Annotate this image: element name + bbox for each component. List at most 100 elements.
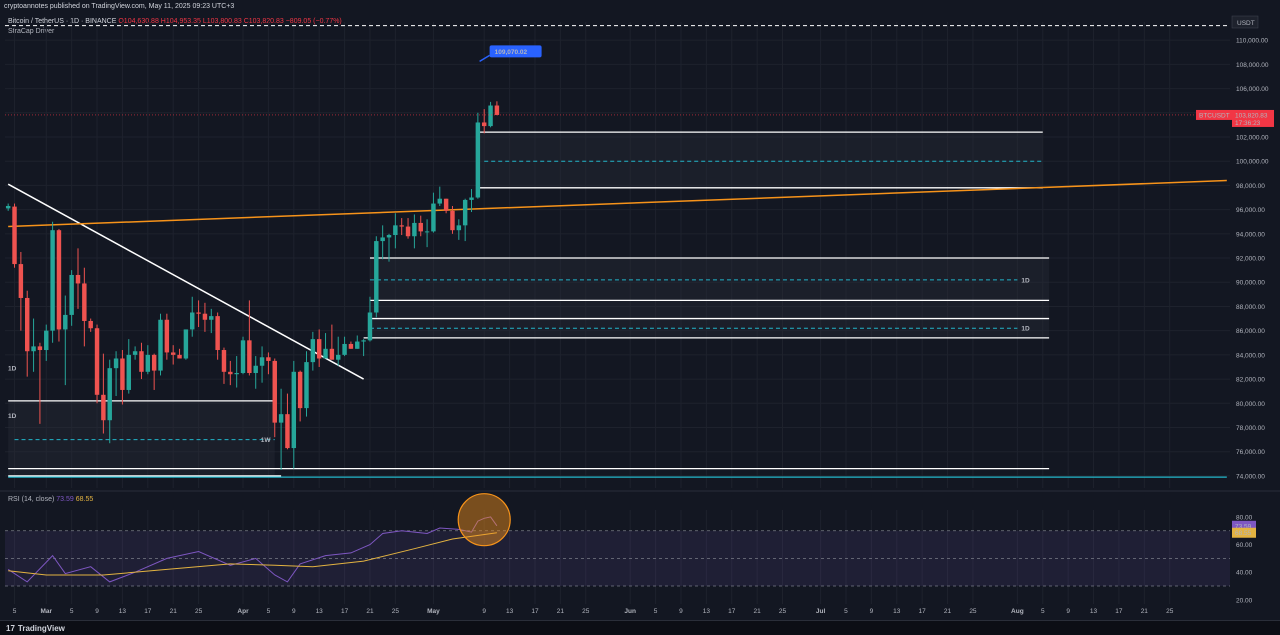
candle-body[interactable] [228, 371, 233, 375]
candle-body[interactable] [139, 351, 144, 372]
candle-body[interactable] [215, 316, 220, 351]
candle-body[interactable] [31, 346, 36, 352]
highlight-circle [457, 493, 511, 547]
candle-body[interactable] [291, 371, 297, 449]
candle-body[interactable] [297, 371, 303, 409]
candle-body[interactable] [158, 319, 163, 371]
candle-body[interactable] [190, 312, 195, 330]
candle-body[interactable] [316, 339, 322, 359]
candle-body[interactable] [120, 358, 125, 390]
candle-body[interactable] [234, 373, 239, 375]
candle-body[interactable] [88, 320, 93, 329]
rsi-series-line[interactable] [7, 516, 498, 583]
price-tick-label: 74,000.00 [1236, 473, 1265, 480]
symbol-tag[interactable] [1196, 109, 1232, 120]
candle-body[interactable] [113, 358, 119, 369]
candle-body[interactable] [259, 357, 265, 366]
candle-body[interactable] [107, 368, 112, 421]
price-chart[interactable]: 1D 1D 1W 1D 1D 109,070.02 20.00 40.00 60.00 80.0… [0, 0, 1280, 620]
trend-line[interactable] [7, 183, 364, 380]
tradingview-logo[interactable]: 17 TradingView [6, 624, 65, 633]
time-axis: 5 Mar 5 9 13 17 21 25 Apr 5 9 13 17 21 25 May 9 13 17 21 25 J… [13, 608, 1174, 615]
candle-body[interactable] [399, 225, 404, 227]
candle-body[interactable] [393, 225, 398, 236]
candle-body[interactable] [450, 210, 455, 231]
candle-body[interactable] [310, 339, 316, 363]
candle-body[interactable] [285, 414, 290, 449]
candle-body[interactable] [164, 319, 170, 353]
candle-body[interactable] [481, 122, 487, 127]
candle-body[interactable] [247, 340, 252, 374]
candle-body[interactable] [405, 226, 411, 237]
last-price-tag[interactable] [1232, 109, 1274, 127]
candle-body[interactable] [145, 354, 151, 372]
currency-box[interactable] [1231, 15, 1259, 29]
candle-body[interactable] [380, 237, 385, 242]
candle-body[interactable] [412, 222, 417, 237]
rsi-series-line[interactable] [8, 532, 497, 576]
candle-body[interactable] [240, 340, 246, 374]
candle-body[interactable] [278, 414, 284, 423]
candle-body[interactable] [82, 283, 87, 321]
candle-body[interactable] [355, 341, 360, 349]
rsi-value-tag-label: 73.59 [1235, 523, 1252, 530]
candle-body[interactable] [94, 328, 100, 395]
candle-body[interactable] [443, 198, 449, 211]
candle-body[interactable] [221, 350, 227, 372]
candle-body[interactable] [272, 360, 277, 423]
candle-body[interactable] [253, 365, 258, 374]
time-tick-label: 5 [654, 608, 658, 615]
candle-body[interactable] [266, 357, 271, 361]
candle-body[interactable] [37, 346, 43, 351]
candle-body[interactable] [475, 122, 481, 198]
candle-body[interactable] [151, 354, 157, 371]
callout-box[interactable] [489, 45, 542, 58]
trend-line[interactable] [8, 179, 1227, 228]
candle-body[interactable] [75, 274, 81, 284]
level-lines [5, 25, 1230, 478]
candle-body[interactable] [361, 340, 366, 342]
price-tick-label: 94,000.00 [1236, 231, 1265, 238]
candle-body[interactable] [488, 105, 493, 127]
candle-body[interactable] [437, 198, 443, 204]
candle-body[interactable] [132, 351, 138, 355]
candle-body[interactable] [342, 343, 347, 355]
candle-body[interactable] [367, 312, 373, 341]
candle-body[interactable] [50, 230, 55, 331]
candle-body[interactable] [304, 362, 309, 409]
candle-body[interactable] [177, 354, 182, 359]
candle-body[interactable] [374, 241, 379, 313]
candle-body[interactable] [5, 205, 11, 209]
rsi-legend: RSI (14, close) 73.59 68.55 [8, 496, 93, 503]
candle-body[interactable] [101, 394, 106, 421]
indicator-name[interactable]: StraCap Driver [8, 28, 55, 35]
candle-body[interactable] [329, 348, 335, 360]
candle-body[interactable] [12, 206, 17, 265]
symbol-line[interactable]: Bitcoin / TetherUS · 1D · BINANCE [8, 18, 117, 25]
candle-body[interactable] [323, 348, 328, 359]
chart-legend: Bitcoin / TetherUS · 1D · BINANCE O104,6… [8, 17, 342, 37]
time-tick-label: 17 [728, 608, 736, 615]
candle-body[interactable] [336, 354, 341, 360]
candle-body[interactable] [386, 235, 392, 238]
candle-body[interactable] [431, 203, 436, 232]
candle-body[interactable] [126, 354, 131, 390]
candle-body[interactable] [209, 316, 214, 320]
candle-body[interactable] [202, 313, 208, 320]
candle-body[interactable] [348, 343, 354, 349]
candle-body[interactable] [462, 199, 468, 226]
candle-body[interactable] [196, 312, 201, 314]
candle-body[interactable] [69, 274, 74, 315]
candle-body[interactable] [494, 105, 500, 115]
candle-body[interactable] [456, 225, 462, 231]
candle-body[interactable] [24, 297, 30, 352]
candle-body[interactable] [56, 230, 62, 330]
candle-body[interactable] [18, 264, 24, 298]
candle-body[interactable] [170, 352, 176, 355]
candle-body[interactable] [418, 222, 423, 232]
candle-body[interactable] [63, 314, 68, 330]
candle-body[interactable] [44, 330, 49, 351]
candle-body[interactable] [469, 197, 474, 200]
candle-body[interactable] [424, 231, 430, 233]
candle-body[interactable] [183, 329, 189, 359]
